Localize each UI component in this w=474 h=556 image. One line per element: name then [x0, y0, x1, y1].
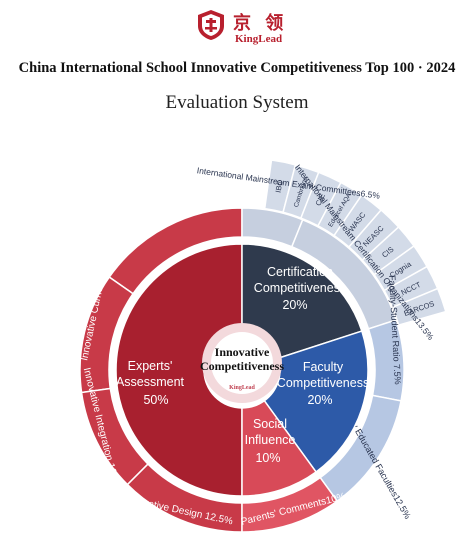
page-subtitle: Evaluation System	[165, 92, 309, 113]
kinglead-logo-icon	[198, 10, 224, 40]
center-logo-text: KingLead	[229, 385, 255, 391]
center-label: Innovative Competitiveness	[200, 345, 284, 373]
inner-label-line: Influence	[245, 433, 296, 447]
cert-box-earcos	[391, 287, 447, 326]
inner-label-certification-competitiveness: Certification Competitiveness	[254, 265, 346, 295]
brand-name-english: KingLead	[235, 33, 283, 45]
inner-label-faculty-competitiveness: Faculty Competitiveness	[277, 360, 369, 390]
outer-slice-innovative-design	[126, 462, 243, 533]
inner-label-line: Competitiveness	[254, 281, 346, 295]
inner-label-line: Experts'	[128, 359, 173, 373]
cert-box-label-ibo: IBO	[274, 179, 285, 194]
inner-slice-experts-assessment	[115, 243, 243, 497]
inner-value-experts-assessment: 50%	[143, 393, 168, 407]
page-title: China International School Innovative Co…	[18, 60, 456, 76]
inner-label-line: Certification	[267, 265, 333, 279]
brand-name-chinese: 京 领	[233, 13, 288, 34]
inner-label-line: Social	[253, 417, 287, 431]
center-disk	[211, 332, 273, 394]
inner-value-social-influence: 10%	[255, 451, 280, 465]
center-label-line: Competitiveness	[200, 359, 284, 373]
inner-value-certification-competitiveness: 20%	[282, 298, 307, 312]
inner-label-line: Competitiveness	[277, 376, 369, 390]
center-label-line: Innovative	[215, 345, 270, 359]
outer-slice-innovative-integration	[80, 387, 150, 486]
inner-label-experts-assessment: Experts' Assessment	[116, 359, 185, 389]
inner-value-faculty-competitiveness: 20%	[307, 393, 332, 407]
inner-label-social-influence: Social Influence	[245, 417, 296, 447]
outer-slice-innovative-curriculum	[79, 276, 135, 394]
header: 京 领 KingLead China International School …	[0, 0, 474, 140]
inner-label-line: Faculty	[303, 360, 344, 374]
outer-slice-parents-comments	[241, 476, 339, 533]
inner-label-line: Assessment	[116, 375, 185, 389]
inner-slice-social-influence	[241, 399, 318, 497]
